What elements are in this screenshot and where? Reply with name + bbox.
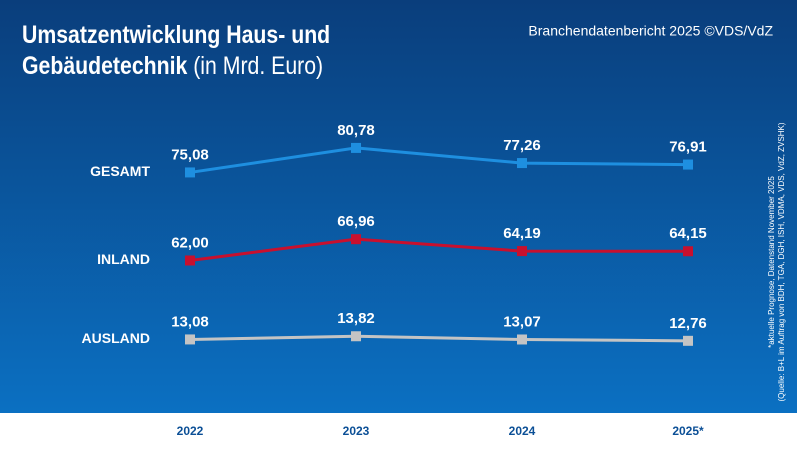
value-label: 12,76	[669, 315, 707, 332]
series-line	[189, 237, 689, 262]
value-label: 66,96	[337, 213, 375, 230]
source: Branchendatenbericht 2025 ©VDS/VdZ	[528, 23, 773, 39]
value-label: 80,78	[337, 122, 375, 139]
x-tick-label: 2023	[343, 424, 370, 438]
point-marker	[185, 167, 195, 178]
background	[0, 0, 797, 413]
x-tick-label: 2022	[177, 424, 204, 438]
series-label: INLAND	[97, 251, 150, 267]
value-label: 13,08	[171, 313, 209, 330]
footnote: (Quelle: B+L im Auftrag von BDH, TGA, DG…	[777, 122, 786, 401]
point-marker	[351, 234, 361, 245]
chart-title: Umsatzentwicklung Haus- und Gebäudetechn…	[22, 21, 331, 80]
x-tick-label: 2024	[509, 424, 536, 438]
value-label: 13,82	[337, 310, 375, 327]
series-line	[189, 334, 689, 343]
point-marker	[517, 334, 527, 345]
value-label: 62,00	[171, 234, 209, 251]
value-label: 64,19	[503, 225, 541, 242]
point-marker	[683, 246, 693, 257]
point-marker	[683, 159, 693, 170]
value-label: 64,15	[669, 225, 707, 242]
value-label: 13,07	[503, 313, 541, 330]
point-marker	[517, 158, 527, 169]
point-marker	[351, 142, 361, 153]
footnote-group: *aktuelle Prognose, Datenstand November …	[767, 122, 786, 401]
point-marker	[185, 334, 195, 345]
point-marker	[185, 255, 195, 266]
point-marker	[351, 331, 361, 342]
value-label: 75,08	[171, 146, 209, 163]
unit: (in Mrd. Euro)	[193, 52, 324, 80]
point-marker	[683, 335, 693, 346]
series-label: GESAMT	[90, 163, 150, 179]
chart-title-block: Umsatzentwicklung Haus- und Gebäudetechn…	[22, 20, 362, 82]
x-tick-label: 2025*	[672, 424, 704, 438]
value-label: 77,26	[503, 137, 541, 154]
point-marker	[517, 246, 527, 257]
series-line	[189, 146, 689, 174]
footnote: *aktuelle Prognose, Datenstand November …	[767, 176, 776, 348]
value-label: 76,91	[669, 139, 707, 156]
series-label: AUSLAND	[82, 330, 150, 346]
